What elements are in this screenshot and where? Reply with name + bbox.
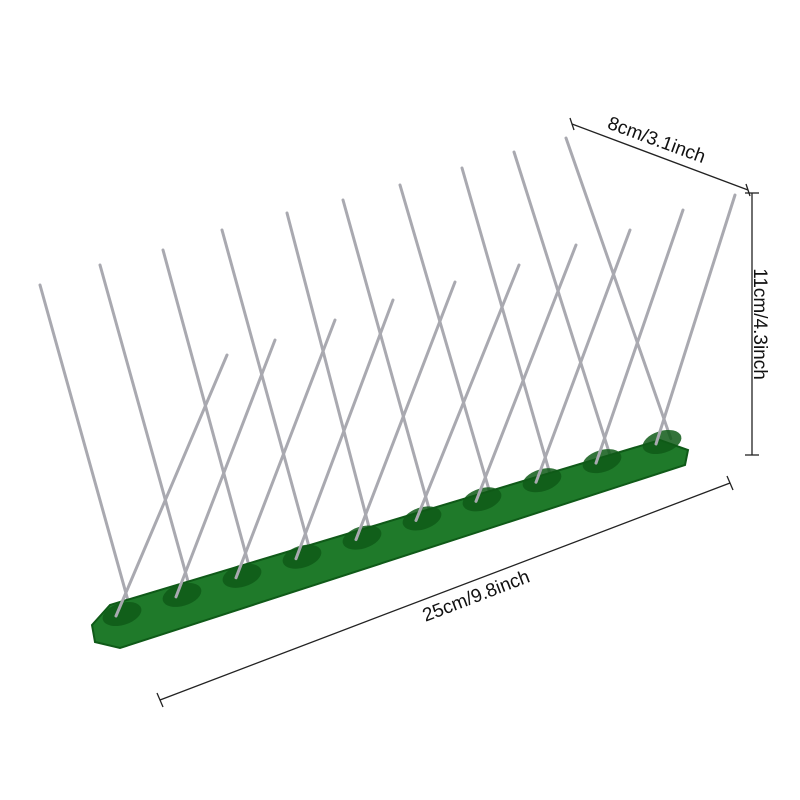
spike-mount (342, 525, 382, 550)
spike-mount (162, 582, 202, 607)
spike (414, 263, 521, 522)
spike-mount (282, 544, 322, 569)
depth-dimension-line (571, 123, 749, 191)
spike (594, 208, 685, 465)
spike (294, 298, 395, 561)
spike (174, 338, 277, 599)
spike (354, 280, 457, 542)
spike (512, 150, 613, 460)
dimension-lines (156, 117, 759, 708)
back-spikes (38, 136, 673, 613)
spike (460, 166, 553, 479)
spike (474, 243, 578, 503)
spike (534, 228, 632, 484)
spike (114, 353, 229, 618)
spike (564, 136, 673, 441)
spike-mount (402, 506, 442, 531)
spike (654, 193, 737, 446)
spike-mount (102, 601, 142, 627)
green-base-strip (90, 429, 690, 650)
spike (161, 248, 253, 574)
spike (98, 263, 193, 593)
length-dimension-line (159, 482, 731, 701)
spike-mount (462, 487, 502, 512)
spike-mount (582, 449, 622, 474)
spike (341, 198, 433, 517)
spike-mount (522, 468, 562, 493)
spike (285, 211, 373, 536)
height-label: 11cm/4.3inch (748, 268, 770, 380)
spike-mount (642, 429, 682, 455)
spike-mount (222, 563, 262, 588)
spike (398, 183, 493, 498)
front-spikes (114, 193, 737, 618)
spike (220, 228, 313, 555)
spike (38, 283, 133, 613)
spike (234, 318, 337, 580)
